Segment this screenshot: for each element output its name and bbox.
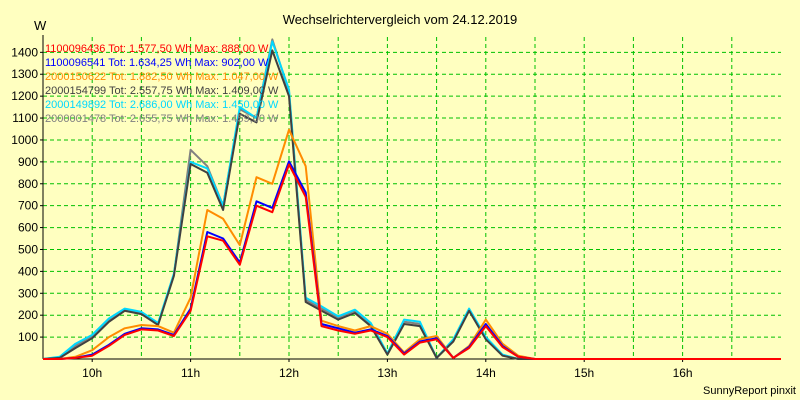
legend-entry-2000149892: 2000149892 Tot: 2.686,00 Wh Max: 1.450,0… — [45, 99, 279, 111]
y-tick-label: 1100 — [12, 111, 38, 125]
x-tick-label: 12h — [279, 366, 299, 380]
x-tick-label: 14h — [476, 366, 496, 380]
legend-entry-2000154799: 2000154799 Tot: 2.557,75 Wh Max: 1.409,0… — [45, 85, 279, 97]
series-lines — [42, 38, 781, 360]
y-tick-label: 1000 — [11, 133, 38, 147]
legend-entry-2000001478: 2000001478 Tot: 2.655,75 Wh Max: 1.459,0… — [45, 113, 279, 125]
legend-entry-1100096436: 1100096436 Tot: 1.577,50 Wh Max: 888,00 … — [45, 43, 269, 55]
x-tick-label: 15h — [574, 366, 594, 380]
x-tick-label: 10h — [82, 366, 102, 380]
footer-credit: SunnyReport pinxit — [703, 385, 796, 397]
x-tick-labels: 10h 11h 12h 13h 14h 15h 16h — [82, 366, 692, 380]
series-line-1100096436 — [43, 163, 781, 360]
y-tick-label: 400 — [18, 264, 38, 278]
y-tick-label: 1400 — [11, 45, 38, 59]
grid — [43, 37, 781, 359]
y-tick-labels: 100 200 300 400 500 600 700 800 900 1000 1100 1200 1… — [11, 45, 38, 344]
y-tick-label: 800 — [18, 177, 38, 191]
y-tick-label: 200 — [18, 308, 38, 322]
y-tick-label: 100 — [18, 330, 38, 344]
y-tick-label: 700 — [18, 199, 38, 213]
y-tick-label: 1200 — [11, 89, 38, 103]
x-tick-label: 11h — [181, 366, 200, 380]
y-tick-label: 900 — [18, 155, 38, 169]
chart-title: Wechselrichtervergleich vom 24.12.2019 — [283, 12, 518, 27]
y-tick-label: 600 — [18, 221, 38, 235]
legend: 1100096436 Tot: 1.577,50 Wh Max: 888,00 … — [45, 43, 279, 125]
x-tick-label: 13h — [377, 366, 397, 380]
y-tick-label: 500 — [18, 242, 38, 256]
y-axis-unit-label: W — [34, 18, 47, 33]
y-tick-label: 300 — [18, 286, 38, 300]
x-tick-label: 16h — [673, 366, 693, 380]
legend-entry-1100096541: 1100096541 Tot: 1.634,25 Wh Max: 902,00 … — [45, 57, 269, 69]
legend-entry-2000150622: 2000150622 Tot: 1.882,50 Wh Max: 1.047,0… — [45, 71, 279, 83]
y-tick-label: 1300 — [11, 67, 38, 81]
